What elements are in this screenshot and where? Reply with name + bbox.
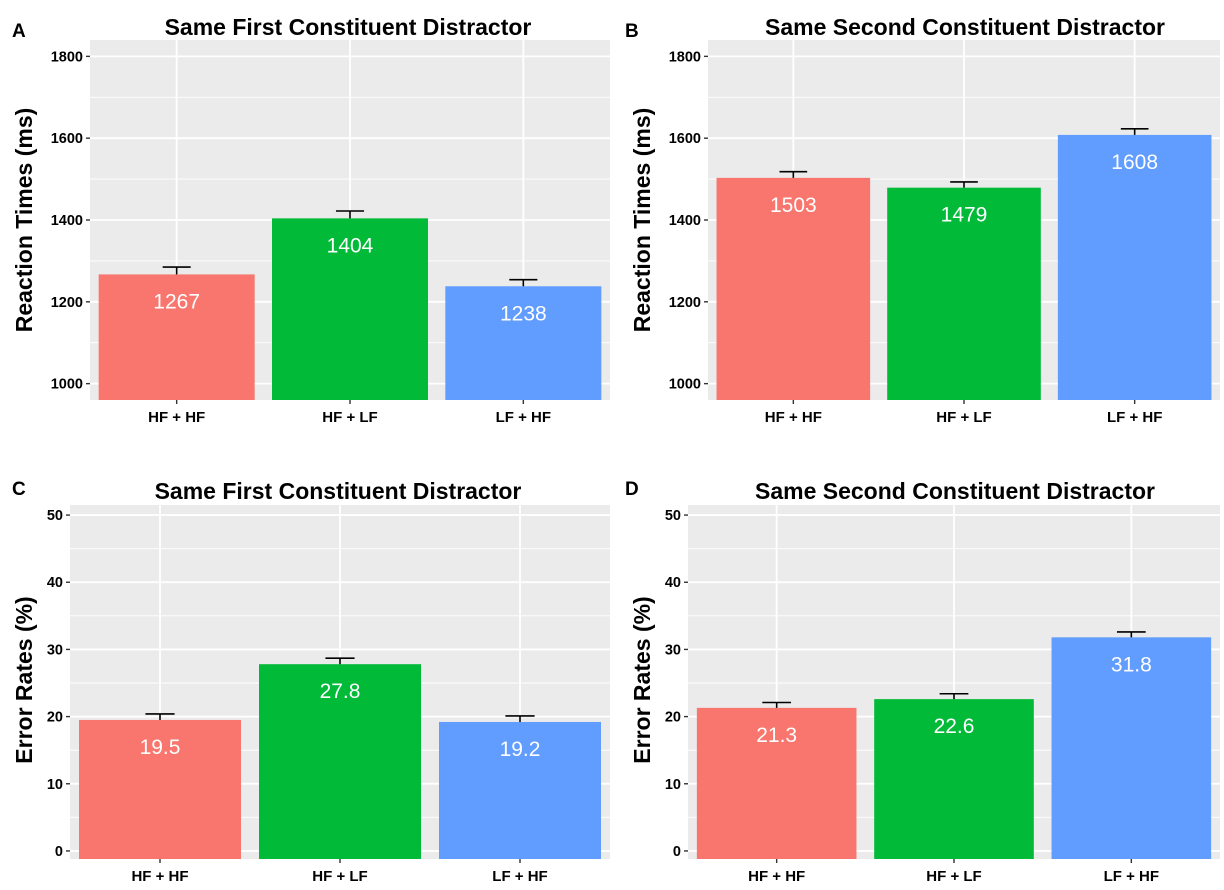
panel-d-y-axis: 0 10 20 30 40 50 [665, 508, 688, 860]
panel-c-bar-value-hf-lf: 27.8 [320, 680, 361, 703]
panel-b-y-axis-label: Reaction Times (ms) [629, 108, 655, 333]
panel-d-bar-hf-hf [696, 707, 857, 859]
panel-c-x-tick-label-hf-hf: HF + HF [131, 868, 188, 885]
panel-c-y-tick-label: 50 [47, 508, 63, 524]
panel-c-bars: 19.5 27.8 19.2 [79, 657, 601, 859]
panel-b-bar-value-lf-hf: 1608 [1111, 151, 1158, 174]
panel-b-y-tick-label: 1400 [669, 213, 701, 229]
panel-a-y-tick-label: 1000 [51, 377, 83, 393]
panel-c-y-tick-label: 30 [47, 642, 63, 658]
panel-d-y-tick-label: 40 [665, 575, 681, 591]
panel-b-bar-lf-hf [1057, 134, 1212, 400]
panel-d-x-tick-label-hf-lf: HF + LF [926, 868, 981, 885]
panel-a: A Same First Constituent Distractor Reac… [11, 14, 610, 426]
panel-d: D Same Second Constituent Distractor Err… [625, 478, 1220, 885]
panel-b-y-tick-label: 1600 [669, 131, 701, 147]
panel-b-bar-value-hf-lf: 1479 [941, 204, 988, 227]
panel-d-y-axis-label: Error Rates (%) [629, 596, 655, 763]
panel-d-bars: 21.3 22.6 31.8 [696, 631, 1212, 859]
panel-b-bars: 1503 1479 1608 [716, 127, 1212, 400]
panel-c-y-axis-label: Error Rates (%) [11, 596, 37, 763]
panel-a-bar-value-lf-hf: 1238 [500, 302, 547, 325]
panel-a-y-tick-label: 1600 [51, 131, 83, 147]
panel-c-x-tick-label-hf-lf: HF + LF [312, 868, 367, 885]
panel-b-bar-value-hf-hf: 1503 [770, 194, 817, 217]
panel-b-x-axis: HF + HF HF + LF LF + HF [765, 400, 1162, 426]
panel-c-y-tick-label: 10 [47, 777, 63, 793]
panel-b-bar-hf-hf [716, 177, 871, 400]
panel-c-y-tick-label: 40 [47, 575, 63, 591]
panel-a-bars: 1267 1404 1238 [98, 210, 602, 400]
panel-a-x-tick-label-lf-hf: LF + HF [496, 409, 551, 426]
panel-letter-d: D [625, 479, 639, 500]
panel-d-bar-value-hf-lf: 22.6 [934, 715, 975, 738]
panel-c-bar-value-hf-hf: 19.5 [140, 736, 181, 759]
panel-a-title: Same First Constituent Distractor [165, 14, 532, 40]
panel-c-bar-value-lf-hf: 19.2 [500, 738, 541, 761]
panel-d-x-tick-label-lf-hf: LF + HF [1104, 868, 1159, 885]
panel-c-y-axis: 0 10 20 30 40 50 [47, 508, 70, 860]
panel-c-x-tick-label-lf-hf: LF + HF [492, 868, 547, 885]
panel-b-x-tick-label-hf-hf: HF + HF [765, 409, 822, 426]
panel-d-y-tick-label: 10 [665, 777, 681, 793]
panel-d-bar-value-hf-hf: 21.3 [756, 724, 797, 747]
panel-b-y-axis: 1000 1200 1400 1600 1800 [669, 49, 708, 393]
panel-a-x-tick-label-hf-lf: HF + LF [322, 409, 377, 426]
panel-letter-c: C [12, 479, 26, 500]
panel-d-y-tick-label: 30 [665, 642, 681, 658]
panel-c-x-axis: HF + HF HF + LF LF + HF [131, 859, 548, 885]
panel-c-y-tick-label: 0 [55, 844, 63, 860]
panel-a-bar-value-hf-hf: 1267 [153, 290, 200, 313]
panel-b-y-tick-label: 1000 [669, 377, 701, 393]
panel-a-x-tick-label-hf-hf: HF + HF [148, 409, 205, 426]
panel-d-bar-lf-hf [1051, 637, 1212, 859]
panel-b-title: Same Second Constituent Distractor [765, 14, 1165, 40]
panel-c-bar-hf-lf [259, 664, 421, 859]
panel-c: C Same First Constituent Distractor Erro… [11, 478, 610, 885]
panel-a-y-tick-label: 1800 [51, 49, 83, 65]
panel-d-x-axis: HF + HF HF + LF LF + HF [748, 859, 1159, 885]
panel-a-bar-hf-lf [272, 218, 428, 400]
panel-d-x-tick-label-hf-hf: HF + HF [748, 868, 805, 885]
panel-a-x-axis: HF + HF HF + LF LF + HF [148, 400, 551, 426]
panel-a-y-axis-label: Reaction Times (ms) [11, 108, 37, 333]
panel-c-y-tick-label: 20 [47, 710, 63, 726]
panel-c-bar-hf-hf [79, 719, 241, 859]
panel-d-y-tick-label: 20 [665, 710, 681, 726]
panel-letter-a: A [12, 21, 26, 42]
panel-a-y-tick-label: 1400 [51, 213, 83, 229]
panel-a-bar-lf-hf [445, 286, 602, 400]
panel-b: B Same Second Constituent Distractor Rea… [625, 14, 1220, 426]
panel-b-bar-hf-lf [887, 187, 1041, 400]
panel-b-y-tick-label: 1800 [669, 49, 701, 65]
panel-a-y-tick-label: 1200 [51, 295, 83, 311]
panel-a-y-axis: 1000 1200 1400 1600 1800 [51, 49, 90, 393]
panel-a-bar-value-hf-lf: 1404 [327, 234, 374, 257]
panel-a-bar-hf-hf [98, 274, 255, 400]
panel-d-y-tick-label: 50 [665, 508, 681, 524]
panel-d-y-tick-label: 0 [673, 844, 681, 860]
panel-d-bar-value-lf-hf: 31.8 [1111, 653, 1152, 676]
panel-b-x-tick-label-lf-hf: LF + HF [1107, 409, 1162, 426]
panel-c-title: Same First Constituent Distractor [155, 478, 522, 504]
panel-b-x-tick-label-hf-lf: HF + LF [936, 409, 991, 426]
panel-c-bar-lf-hf [439, 721, 601, 859]
panel-b-y-tick-label: 1200 [669, 295, 701, 311]
panel-d-title: Same Second Constituent Distractor [755, 478, 1155, 504]
panel-d-bar-hf-lf [874, 699, 1034, 859]
panel-letter-b: B [625, 21, 639, 42]
